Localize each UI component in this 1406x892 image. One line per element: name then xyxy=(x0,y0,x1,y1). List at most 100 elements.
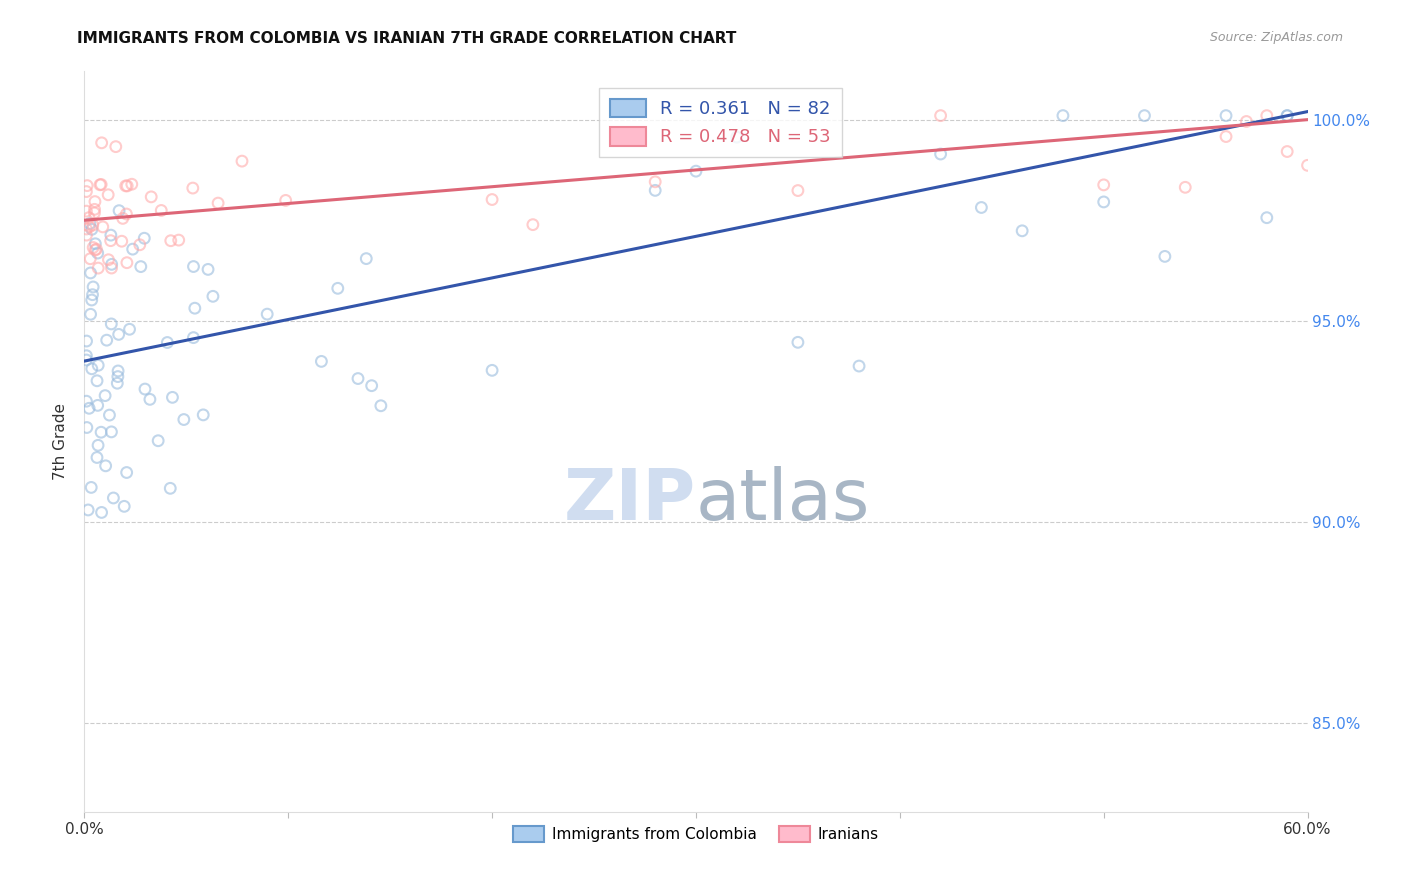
Point xyxy=(146,434,169,448)
Point xyxy=(87,438,110,452)
Point xyxy=(848,359,870,373)
Point xyxy=(181,181,204,195)
Point xyxy=(326,281,349,295)
Point xyxy=(94,389,117,403)
Point xyxy=(787,184,810,198)
Point xyxy=(115,466,138,480)
Point xyxy=(75,394,97,409)
Point xyxy=(159,481,181,495)
Point xyxy=(1296,158,1319,172)
Point xyxy=(79,266,101,280)
Point xyxy=(1256,109,1278,123)
Point xyxy=(86,242,108,256)
Point xyxy=(1154,249,1177,263)
Point xyxy=(128,237,150,252)
Point xyxy=(115,178,138,193)
Point xyxy=(129,260,152,274)
Point xyxy=(111,234,134,248)
Point xyxy=(84,236,107,251)
Point xyxy=(91,219,114,234)
Point xyxy=(86,246,108,260)
Point xyxy=(80,293,103,307)
Point xyxy=(80,222,103,236)
Point xyxy=(115,207,138,221)
Point xyxy=(139,392,162,407)
Point xyxy=(725,130,748,145)
Legend: Immigrants from Colombia, Iranians: Immigrants from Colombia, Iranians xyxy=(508,821,884,848)
Point xyxy=(79,217,101,231)
Point xyxy=(90,178,112,192)
Point xyxy=(89,178,111,192)
Point xyxy=(79,219,101,234)
Point xyxy=(184,301,207,316)
Point xyxy=(100,234,122,248)
Point xyxy=(201,289,224,303)
Point xyxy=(115,255,138,269)
Point xyxy=(100,228,122,243)
Y-axis label: 7th Grade: 7th Grade xyxy=(53,403,69,480)
Point xyxy=(183,330,205,344)
Point xyxy=(76,178,98,193)
Point xyxy=(90,505,112,519)
Point xyxy=(156,335,179,350)
Point xyxy=(77,503,100,517)
Point xyxy=(96,333,118,347)
Point xyxy=(107,327,129,342)
Point xyxy=(75,185,97,199)
Point xyxy=(104,139,127,153)
Point xyxy=(929,147,952,161)
Point xyxy=(256,307,278,321)
Point xyxy=(82,287,104,301)
Point xyxy=(167,233,190,247)
Point xyxy=(75,222,97,236)
Point xyxy=(82,241,104,255)
Text: atlas: atlas xyxy=(696,467,870,535)
Point xyxy=(360,378,382,392)
Point xyxy=(1092,194,1115,209)
Point xyxy=(159,234,181,248)
Point xyxy=(114,178,136,193)
Point xyxy=(644,175,666,189)
Text: IMMIGRANTS FROM COLOMBIA VS IRANIAN 7TH GRADE CORRELATION CHART: IMMIGRANTS FROM COLOMBIA VS IRANIAN 7TH … xyxy=(77,31,737,46)
Point xyxy=(118,322,141,336)
Point xyxy=(311,354,333,368)
Point xyxy=(100,257,122,271)
Point xyxy=(80,480,103,494)
Point xyxy=(97,252,120,267)
Point xyxy=(84,194,107,209)
Point xyxy=(162,390,184,404)
Point xyxy=(82,280,104,294)
Point xyxy=(80,361,103,376)
Point xyxy=(100,260,122,275)
Point xyxy=(134,231,156,245)
Point xyxy=(76,228,98,243)
Point xyxy=(173,412,195,426)
Point xyxy=(90,425,112,440)
Point xyxy=(87,359,110,373)
Point xyxy=(77,401,100,416)
Point xyxy=(685,164,707,178)
Point xyxy=(1256,211,1278,225)
Point xyxy=(105,376,128,391)
Point xyxy=(83,206,105,220)
Point xyxy=(83,202,105,217)
Point xyxy=(75,204,97,219)
Point xyxy=(97,187,120,202)
Point xyxy=(77,211,100,225)
Point xyxy=(111,211,134,226)
Text: Source: ZipAtlas.com: Source: ZipAtlas.com xyxy=(1209,31,1343,45)
Point xyxy=(1011,224,1033,238)
Point xyxy=(1277,109,1299,123)
Point xyxy=(75,349,97,363)
Point xyxy=(84,243,107,257)
Point xyxy=(207,196,229,211)
Point xyxy=(86,450,108,465)
Point xyxy=(1236,114,1258,128)
Point xyxy=(100,317,122,331)
Point xyxy=(76,334,98,348)
Point xyxy=(150,203,173,218)
Point xyxy=(1215,129,1237,144)
Point xyxy=(82,218,104,232)
Point xyxy=(86,398,108,412)
Point xyxy=(522,218,544,232)
